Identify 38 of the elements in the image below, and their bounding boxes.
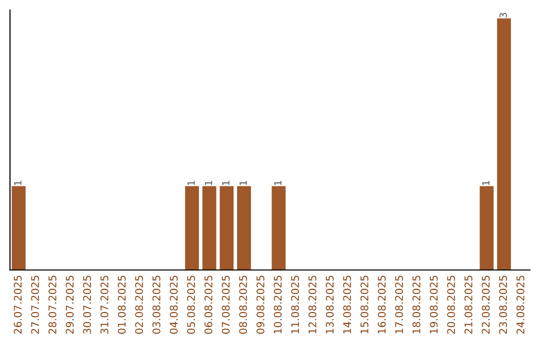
x-tick-label: 30.07.2025	[83, 276, 92, 334]
x-tick-label: 28.07.2025	[48, 276, 56, 334]
data-label: 1	[240, 180, 247, 186]
x-tick-label: 11.08.2025	[291, 276, 300, 334]
x-tick-label: 07.08.2025	[222, 276, 230, 334]
data-label: 1	[14, 180, 22, 186]
x-tick-label: 08.08.2025	[239, 276, 248, 334]
data-label: 1	[482, 180, 490, 186]
x-tick-label: 02.08.2025	[135, 276, 144, 334]
x-tick-label: 13.08.2025	[326, 276, 334, 334]
x-tick-label: 21.08.2025	[464, 276, 472, 334]
x-tick-label: 26.07.2025	[14, 276, 22, 334]
x-tick-label: 19.08.2025	[430, 276, 438, 334]
x-tick-label: 03.08.2025	[152, 276, 160, 334]
x-tick-label: 06.08.2025	[204, 276, 212, 334]
x-tick-label: 10.08.2025	[274, 276, 282, 334]
x-tick-label: 29.07.2025	[66, 276, 74, 334]
data-label: 3	[499, 12, 507, 18]
x-tick-label: 31.07.2025	[100, 276, 108, 334]
data-label: 1	[188, 180, 195, 186]
data-label: 1	[204, 180, 212, 186]
x-tick-label: 20.08.2025	[447, 276, 456, 334]
x-tick-label: 23.08.2025	[499, 276, 508, 334]
data-label: 1	[274, 180, 282, 186]
x-tick-label: 09.08.2025	[256, 276, 264, 334]
x-tick-label: 27.07.2025	[31, 276, 40, 334]
x-tick-label: 04.08.2025	[170, 276, 178, 334]
x-tick-label: 17.08.2025	[395, 276, 404, 334]
data-label: 1	[222, 180, 230, 186]
x-tick-label: 14.08.2025	[343, 276, 352, 334]
x-tick-label: 22.08.2025	[482, 276, 490, 334]
x-tick-label: 16.08.2025	[378, 276, 386, 334]
x-tick-label: 18.08.2025	[412, 276, 420, 334]
x-tick-label: 15.08.2025	[360, 276, 368, 334]
x-tick-label: 12.08.2025	[308, 276, 316, 334]
x-tick-label: 05.08.2025	[187, 276, 196, 334]
x-tick-label: 01.08.2025	[118, 276, 126, 334]
x-tick-label: 24.08.2025	[516, 276, 524, 334]
